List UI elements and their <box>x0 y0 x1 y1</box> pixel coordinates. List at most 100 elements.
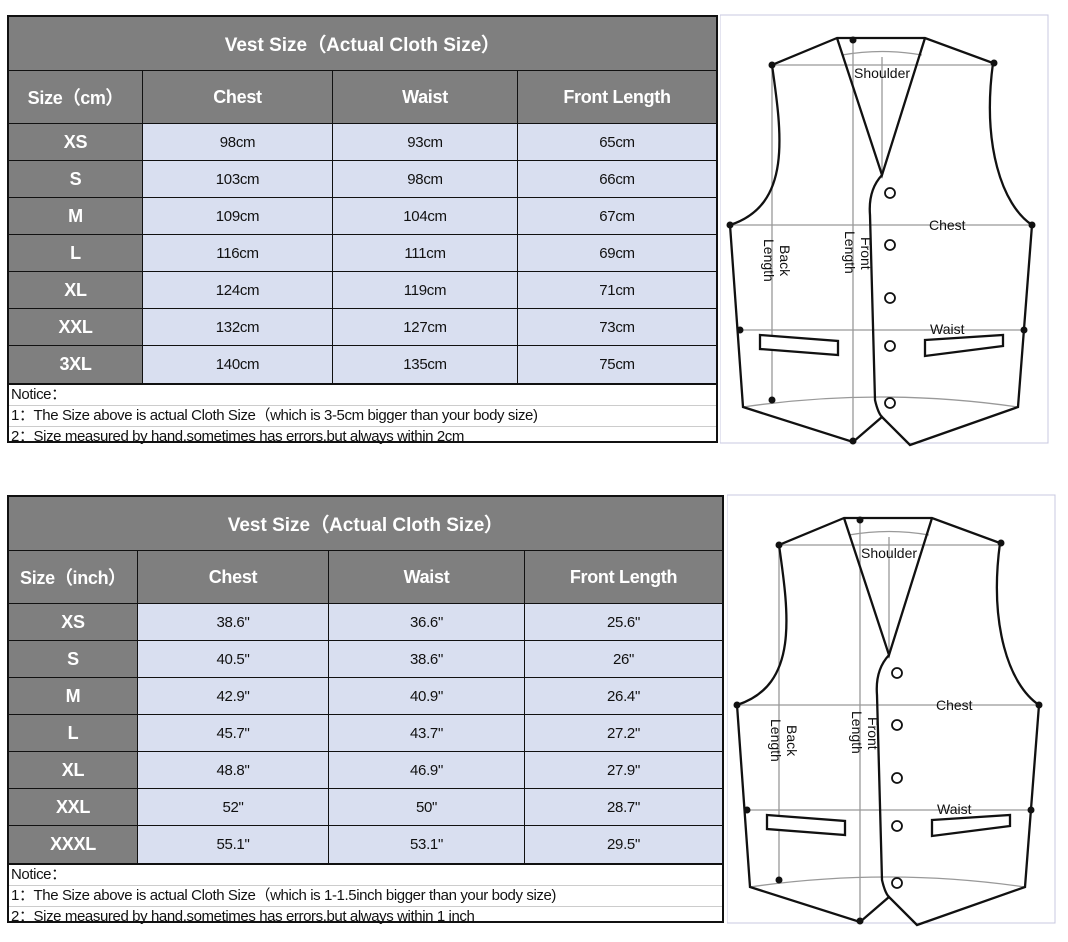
table-row: L 116cm 111cm 69cm <box>9 235 716 272</box>
size-cell: M <box>9 198 143 234</box>
value-cell: 116cm <box>143 235 333 271</box>
chest-label: Chest <box>936 697 973 713</box>
shoulder-label: Shoulder <box>861 545 917 561</box>
vest-outline <box>728 36 1034 447</box>
table-row: XS 38.6" 36.6" 25.6" <box>9 604 722 641</box>
notice-line: 1：The Size above is actual Cloth Size（wh… <box>9 886 722 907</box>
value-cell: 27.2" <box>525 715 722 751</box>
value-cell: 104cm <box>333 198 518 234</box>
column-header: Waist <box>333 71 518 123</box>
svg-text:Back: Back <box>784 725 800 757</box>
value-cell: 38.6" <box>329 641 525 677</box>
header-row: Size（cm） Chest Waist Front Length <box>9 71 716 124</box>
value-cell: 73cm <box>518 309 716 345</box>
table-row: S 40.5" 38.6" 26" <box>9 641 722 678</box>
size-cell: M <box>9 678 138 714</box>
measurement-guides <box>730 38 1032 442</box>
value-cell: 50" <box>329 789 525 825</box>
size-cell: XS <box>9 604 138 640</box>
left-pocket <box>765 813 847 837</box>
table-row: S 103cm 98cm 66cm <box>9 161 716 198</box>
value-cell: 109cm <box>143 198 333 234</box>
notice: Notice： 1：The Size above is actual Cloth … <box>9 383 716 447</box>
table-row: XXL 52" 50" 28.7" <box>9 789 722 826</box>
size-table-cm: Vest Size（Actual Cloth Size） Size（cm） Ches… <box>7 15 718 445</box>
notice: Notice： 1：The Size above is actual Cloth … <box>9 863 722 927</box>
value-cell: 26" <box>525 641 722 677</box>
value-cell: 111cm <box>333 235 518 271</box>
column-header: Chest <box>143 71 333 123</box>
value-cell: 55.1" <box>138 826 329 863</box>
value-cell: 98cm <box>333 161 518 197</box>
svg-text:Back: Back <box>777 245 793 277</box>
table-row: XS 98cm 93cm 65cm <box>9 124 716 161</box>
value-cell: 40.9" <box>329 678 525 714</box>
column-header: Chest <box>138 551 329 603</box>
left-pocket <box>758 333 840 357</box>
value-cell: 103cm <box>143 161 333 197</box>
value-cell: 135cm <box>333 346 518 383</box>
value-cell: 67cm <box>518 198 716 234</box>
table-row: M 42.9" 40.9" 26.4" <box>9 678 722 715</box>
column-header: Size（cm） <box>9 71 143 123</box>
measure-points <box>733 516 1043 925</box>
size-cell: S <box>9 161 143 197</box>
value-cell: 127cm <box>333 309 518 345</box>
value-cell: 42.9" <box>138 678 329 714</box>
value-cell: 46.9" <box>329 752 525 788</box>
table-row: XL 124cm 119cm 71cm <box>9 272 716 309</box>
size-cell: XXL <box>9 789 138 825</box>
value-cell: 140cm <box>143 346 333 383</box>
vest-outline <box>735 516 1041 927</box>
value-cell: 132cm <box>143 309 333 345</box>
value-cell: 52" <box>138 789 329 825</box>
column-header: Front Length <box>525 551 722 603</box>
value-cell: 38.6" <box>138 604 329 640</box>
column-header: Size（inch） <box>9 551 138 603</box>
value-cell: 25.6" <box>525 604 722 640</box>
value-cell: 66cm <box>518 161 716 197</box>
measure-points <box>726 36 1036 445</box>
notice-line: 2：Size measured by hand,sometimes has er… <box>11 908 475 925</box>
table-row: XXXL 55.1" 53.1" 29.5" <box>9 826 722 863</box>
value-cell: 71cm <box>518 272 716 308</box>
value-cell: 93cm <box>333 124 518 160</box>
size-cell: XL <box>9 272 143 308</box>
diagram-frame <box>720 14 1049 444</box>
size-cell: L <box>9 235 143 271</box>
value-cell: 29.5" <box>525 826 722 863</box>
table-row: XL 48.8" 46.9" 27.9" <box>9 752 722 789</box>
table-row: 3XL 140cm 135cm 75cm <box>9 346 716 383</box>
value-cell: 28.7" <box>525 789 722 825</box>
waist-label: Waist <box>930 321 965 337</box>
value-cell: 65cm <box>518 124 716 160</box>
size-cell: S <box>9 641 138 677</box>
value-cell: 124cm <box>143 272 333 308</box>
svg-text:Length: Length <box>849 711 865 754</box>
svg-text:Front: Front <box>858 237 874 270</box>
notice-line: Notice： <box>9 385 716 406</box>
table-title: Vest Size（Actual Cloth Size） <box>9 497 722 551</box>
svg-text:Length: Length <box>842 231 858 274</box>
value-cell: 36.6" <box>329 604 525 640</box>
size-cell: XL <box>9 752 138 788</box>
value-cell: 98cm <box>143 124 333 160</box>
table-title: Vest Size（Actual Cloth Size） <box>9 17 716 71</box>
value-cell: 53.1" <box>329 826 525 863</box>
value-cell: 27.9" <box>525 752 722 788</box>
value-cell: 26.4" <box>525 678 722 714</box>
chest-label: Chest <box>929 217 966 233</box>
right-pocket <box>923 333 1005 358</box>
value-cell: 45.7" <box>138 715 329 751</box>
table-row: L 45.7" 43.7" 27.2" <box>9 715 722 752</box>
value-cell: 69cm <box>518 235 716 271</box>
shoulder-label: Shoulder <box>854 65 910 81</box>
value-cell: 119cm <box>333 272 518 308</box>
size-cell: 3XL <box>9 346 143 383</box>
column-header: Front Length <box>518 71 716 123</box>
